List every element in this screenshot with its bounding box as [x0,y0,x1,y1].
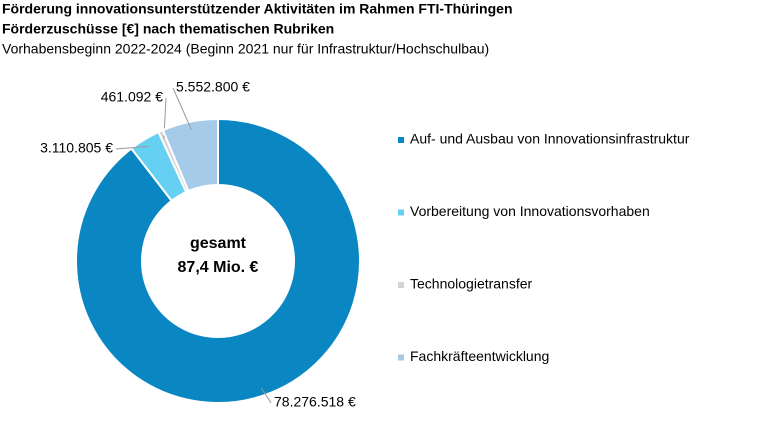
legend-marker [398,137,404,143]
slice [161,117,219,193]
chart-title: Förderung innovationsunterstützender Akt… [2,1,513,17]
data-label: 5.552.800 € [176,79,250,95]
data-label: 3.110.805 € [40,140,113,156]
center-label: 87,4 Mio. € [178,259,259,276]
center-label: gesamt [190,235,247,252]
legend-label: Auf- und Ausbau von Innovationsinfrastru… [410,131,690,147]
data-label: 461.092 € [101,89,163,105]
leader-line [172,87,192,130]
legend-marker [398,354,404,361]
data-label: 78.276.518 € [274,394,356,410]
legend-marker [398,209,404,216]
legend-marker [398,282,404,288]
chart-title: Förderzuschüsse [€] nach thematischen Ru… [2,21,334,37]
legend-label: Fachkräfteentwicklung [410,348,549,364]
legend-label: Technologietransfer [410,276,533,292]
slice [75,117,361,404]
legend-label: Vorbereitung von Innovationsvorhaben [410,203,650,219]
leader-line [115,145,149,150]
leader-line [260,387,272,404]
chart-subtitle: Vorhabensbeginn 2022-2024 (Beginn 2021 n… [2,41,489,57]
